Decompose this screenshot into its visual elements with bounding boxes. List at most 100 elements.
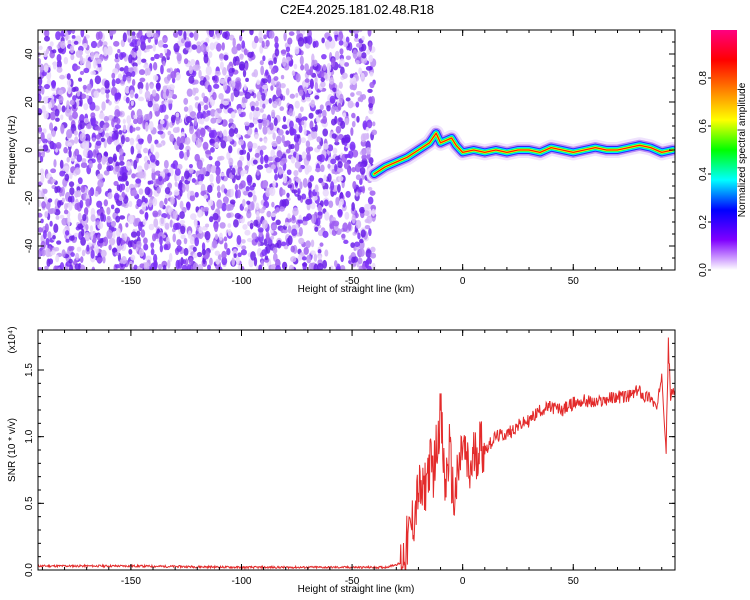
noise-speck — [310, 201, 316, 210]
noise-speck — [339, 93, 344, 104]
noise-speck — [339, 48, 344, 55]
noise-speck — [110, 204, 115, 210]
noise-speck — [76, 90, 81, 97]
noise-speck — [188, 65, 194, 75]
noise-speck — [209, 257, 213, 266]
noise-speck — [322, 230, 329, 238]
noise-speck — [314, 95, 320, 100]
noise-speck — [66, 99, 70, 110]
noise-speck — [269, 122, 274, 131]
noise-speck — [162, 60, 166, 67]
noise-speck — [159, 52, 164, 59]
noise-speck — [297, 219, 304, 224]
noise-speck — [90, 214, 96, 222]
y-tick-label: 0.0 — [24, 563, 35, 577]
noise-speck — [167, 172, 171, 177]
noise-speck — [230, 92, 234, 102]
noise-speck — [70, 53, 75, 61]
noise-speck — [120, 135, 125, 145]
signal-trace-line — [373, 132, 674, 175]
noise-speck — [351, 167, 357, 173]
noise-speck — [197, 209, 203, 218]
noise-speck — [42, 128, 47, 134]
noise-speck — [364, 210, 370, 217]
noise-speck — [103, 115, 110, 122]
noise-speck — [76, 246, 82, 252]
noise-speck — [83, 207, 89, 215]
noise-speck — [136, 153, 142, 159]
noise-speck — [281, 157, 288, 164]
noise-speck — [295, 178, 302, 183]
noise-speck — [222, 100, 229, 106]
noise-speck — [216, 199, 223, 209]
noise-speck — [287, 225, 292, 234]
noise-speck — [197, 263, 204, 270]
noise-speck — [209, 173, 214, 183]
noise-speck — [119, 52, 124, 61]
noise-speck — [249, 111, 253, 120]
noise-speck — [38, 45, 43, 51]
noise-speck — [205, 37, 210, 44]
noise-speck — [116, 235, 121, 246]
noise-speck — [261, 113, 267, 121]
noise-speck — [153, 233, 159, 240]
noise-speck — [51, 130, 56, 138]
noise-speck — [106, 229, 113, 239]
noise-speck — [260, 260, 264, 267]
noise-speck — [206, 45, 210, 53]
noise-speck — [245, 77, 249, 82]
noise-speck — [352, 49, 358, 59]
noise-speck — [352, 149, 359, 158]
noise-speck — [117, 175, 123, 182]
noise-speck — [281, 57, 287, 67]
noise-speck — [73, 232, 79, 238]
noise-speck — [48, 258, 54, 265]
noise-speck — [122, 124, 127, 133]
noise-speck — [179, 188, 183, 197]
noise-speck — [360, 229, 366, 238]
x-tick-label: 50 — [568, 576, 580, 587]
noise-speck — [262, 84, 269, 90]
noise-speck — [144, 90, 151, 101]
noise-speck — [249, 222, 254, 229]
noise-speck — [279, 206, 285, 212]
noise-speck — [152, 197, 158, 207]
noise-speck — [330, 105, 336, 116]
noise-speck — [61, 105, 66, 113]
noise-speck — [359, 177, 363, 186]
noise-speck — [151, 89, 157, 97]
noise-speck — [359, 248, 365, 257]
noise-speck — [60, 114, 64, 121]
noise-speck — [345, 55, 352, 61]
noise-speck — [216, 191, 221, 199]
noise-speck — [139, 77, 146, 83]
noise-speck — [77, 223, 84, 230]
noise-speck — [298, 124, 303, 134]
noise-speck — [222, 129, 228, 139]
spectrogram-x-label: Height of straight line (km) — [298, 284, 415, 295]
noise-speck — [200, 173, 205, 181]
noise-speck — [285, 148, 291, 154]
noise-speck — [198, 118, 202, 125]
noise-speck — [233, 219, 239, 228]
noise-speck — [304, 78, 310, 83]
noise-speck — [90, 112, 96, 119]
noise-speck — [121, 240, 126, 245]
noise-speck — [343, 161, 350, 170]
noise-speck — [180, 234, 186, 240]
noise-speck — [78, 77, 83, 82]
noise-speck — [362, 120, 368, 130]
noise-speck — [219, 222, 226, 229]
noise-speck — [88, 160, 93, 169]
x-tick-label: -50 — [345, 576, 360, 587]
noise-speck — [112, 153, 117, 163]
noise-speck — [197, 103, 202, 113]
noise-speck — [181, 264, 188, 270]
noise-speck — [67, 85, 72, 95]
noise-speck — [71, 35, 76, 40]
noise-speck — [255, 107, 260, 112]
noise-speck — [264, 163, 269, 169]
noise-speck — [262, 125, 268, 135]
noise-speck — [308, 189, 313, 200]
